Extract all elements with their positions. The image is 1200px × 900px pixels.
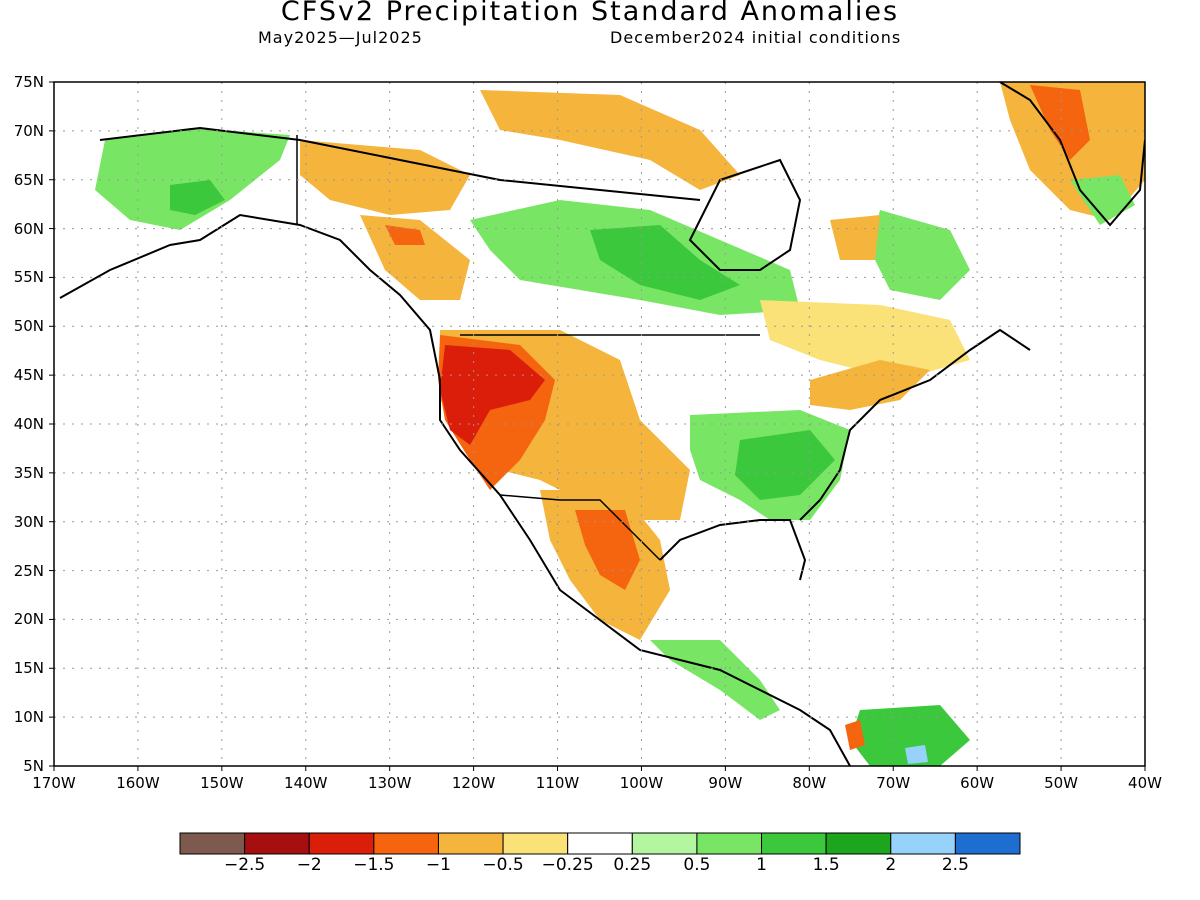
greenland-coastline <box>999 82 1145 227</box>
lon-tick-label: 110W <box>535 774 580 792</box>
colorbar-swatch <box>890 832 956 855</box>
arctic-coastline <box>99 126 701 201</box>
quebec-dry-area <box>830 215 880 260</box>
colorbar-swatch <box>696 832 763 855</box>
colorbar-swatch <box>631 832 698 855</box>
hudson-bay-coastline <box>688 158 802 271</box>
lat-tick-label: 40N <box>13 415 44 433</box>
lon-tick-label: 80W <box>792 774 827 792</box>
lon-tick-label: 100W <box>619 774 664 792</box>
lat-tick-label: 50N <box>13 317 44 336</box>
greenland-wet-area <box>1070 175 1135 225</box>
lat-tick-label: 5N <box>23 757 44 775</box>
colorbar-label: −2 <box>296 855 322 875</box>
lat-tick-label: 55N <box>13 268 44 287</box>
colorbar-label: 2.5 <box>941 855 969 875</box>
mexico-dry-core <box>575 510 640 590</box>
lon-tick-label: 120W <box>451 774 496 792</box>
lat-tick-label: 75N <box>13 73 44 91</box>
lon-tick-label: 170W <box>32 774 76 792</box>
quebec-wet-area <box>870 210 970 300</box>
colorbar-label: −2.5 <box>223 855 266 875</box>
chart-title: CFSv2 Precipitation Standard Anomalies <box>280 0 900 27</box>
alaska-wet-core <box>170 180 225 215</box>
nw-canada-dry-core <box>385 225 425 245</box>
lat-tick-label: 35N <box>13 463 44 482</box>
colorbar-swatch <box>761 832 827 855</box>
colorbar-swatch <box>502 832 569 855</box>
lat-tick-label: 25N <box>13 561 44 580</box>
lat-tick-label: 70N <box>13 121 44 140</box>
colorbar-label: 0.25 <box>613 855 652 875</box>
arctic-dry-area <box>480 90 740 190</box>
yukon-dry-area <box>300 140 470 215</box>
lat-tick-label: 60N <box>13 219 44 238</box>
lat-tick-label: 45N <box>13 366 44 385</box>
us-mexico-border <box>499 494 661 561</box>
forecast-period: May2025—Jul2025 <box>258 28 423 47</box>
colorbar <box>179 832 1021 855</box>
lat-tick-label: 15N <box>13 659 44 678</box>
south-america-wet <box>850 705 970 766</box>
colorbar-label: 1 <box>756 855 767 875</box>
lon-tick-label: 130W <box>367 774 412 792</box>
lon-tick-label: 150W <box>200 774 244 792</box>
colorbar-swatch <box>308 832 375 855</box>
colorbar-label: 0.5 <box>683 855 711 875</box>
colorbar-label: 2 <box>885 855 897 875</box>
lon-tick-label: 140W <box>284 774 328 792</box>
greenland-dry-core <box>1030 85 1090 160</box>
axis-ticks <box>49 81 1146 771</box>
colorbar-swatch <box>825 832 892 855</box>
gulf-coastline <box>659 519 807 581</box>
colorbar-swatch <box>437 832 504 855</box>
initial-conditions: December2024 initial conditions <box>610 28 902 47</box>
lon-tick-label: 90W <box>708 774 743 792</box>
lon-tick-label: 70W <box>876 774 911 792</box>
alaska-wet-area <box>95 128 290 230</box>
central-america-wet <box>650 640 780 720</box>
canada-wet-core <box>590 225 740 300</box>
north-america-coastline <box>59 213 851 766</box>
venezuela-blue <box>905 745 928 764</box>
southeast-wet-core <box>735 430 835 500</box>
lat-tick-label: 10N <box>13 708 44 727</box>
lon-tick-label: 60W <box>960 774 995 792</box>
colorbar-label: −0.25 <box>541 855 594 875</box>
east-canada-dry <box>760 300 970 380</box>
coastlines <box>59 82 1145 766</box>
lat-lon-grid <box>54 82 1145 766</box>
colorbar-label: 1.5 <box>812 855 840 875</box>
colorbar-label: −1 <box>425 855 451 875</box>
lat-tick-label: 20N <box>13 610 44 629</box>
colorbar-swatch <box>373 832 439 855</box>
colorbar-swatch <box>567 832 633 855</box>
lon-tick-label: 160W <box>116 774 160 792</box>
colorbar-label: −1.5 <box>353 855 395 875</box>
colorbar-swatch <box>179 832 246 855</box>
oregon-core-dry <box>440 345 545 445</box>
colorbar-swatch <box>244 832 310 855</box>
nw-canada-dry <box>360 215 470 300</box>
northeast-dry <box>810 360 930 410</box>
anomaly-fields <box>95 82 1145 766</box>
lat-tick-label: 30N <box>13 512 44 531</box>
map-area <box>54 82 1145 766</box>
colorbar-label: −0.5 <box>482 855 524 875</box>
east-coastline <box>799 328 1031 521</box>
lon-tick-label: 50W <box>1044 774 1079 792</box>
lat-tick-label: 65N <box>13 170 44 189</box>
lon-tick-label: 40W <box>1128 774 1162 792</box>
colombia-dry <box>845 720 865 750</box>
colorbar-swatch <box>954 832 1021 855</box>
